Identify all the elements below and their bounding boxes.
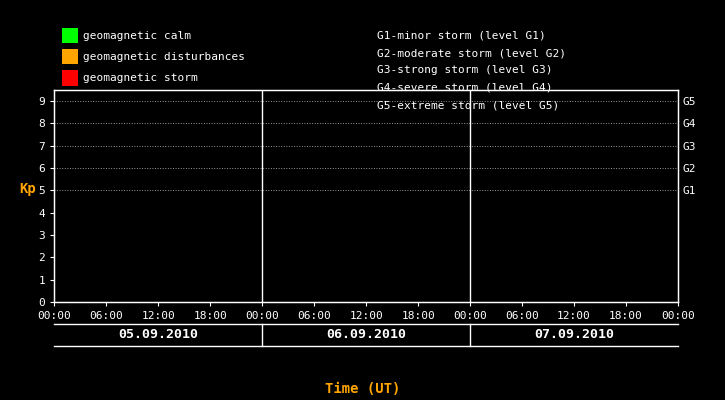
Text: geomagnetic storm: geomagnetic storm xyxy=(83,73,198,83)
Text: 06.09.2010: 06.09.2010 xyxy=(326,328,406,342)
Text: G3-strong storm (level G3): G3-strong storm (level G3) xyxy=(377,65,552,75)
Text: G1-minor storm (level G1): G1-minor storm (level G1) xyxy=(377,31,546,41)
Text: 05.09.2010: 05.09.2010 xyxy=(118,328,199,342)
Text: G5-extreme storm (level G5): G5-extreme storm (level G5) xyxy=(377,100,559,110)
Text: G2-moderate storm (level G2): G2-moderate storm (level G2) xyxy=(377,48,566,58)
Text: Time (UT): Time (UT) xyxy=(325,382,400,396)
Text: geomagnetic calm: geomagnetic calm xyxy=(83,31,191,41)
Text: geomagnetic disturbances: geomagnetic disturbances xyxy=(83,52,245,62)
Text: 07.09.2010: 07.09.2010 xyxy=(534,328,614,342)
Y-axis label: Kp: Kp xyxy=(19,182,36,196)
Text: G4-severe storm (level G4): G4-severe storm (level G4) xyxy=(377,83,552,93)
